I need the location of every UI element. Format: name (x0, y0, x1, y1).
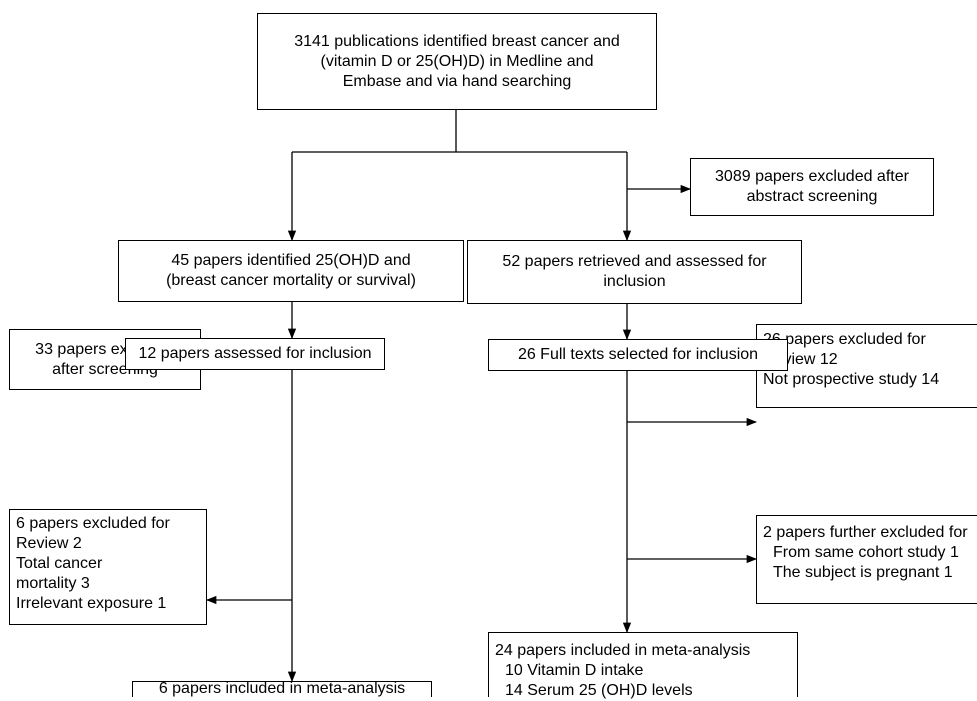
left-assessed-line-1: 12 papers assessed for inclusion (138, 345, 372, 362)
right-excluded-line-2: Review 12 (763, 351, 838, 368)
excluded-abstract-line-2: abstract screening (746, 188, 878, 205)
left-excluded-for-line-5: Irrelevant exposure 1 (16, 595, 167, 612)
right-further-excluded-box: 2 papers further excluded for From same … (756, 515, 977, 604)
right-further-excluded-line-2: From same cohort study 1 (773, 544, 959, 561)
left-identified-line-2: (breast cancer mortality or survival) (166, 272, 416, 289)
identified-line-2: (vitamin D or 25(OH)D) in Medline and (320, 52, 594, 70)
identified-publications-box: 3141 publications identified breast canc… (257, 13, 657, 110)
right-full-texts-box: 26 Full texts selected for inclusion (488, 339, 788, 371)
right-retrieved-line-2: inclusion (603, 273, 666, 290)
right-further-excluded-line-3: The subject is pregnant 1 (773, 564, 953, 581)
left-excluded-for-line-3: Total cancer (16, 555, 103, 572)
right-excluded-box: 26 papers excluded for Review 12 Not pro… (756, 324, 977, 408)
left-excluded-for-box: 6 papers excluded for Review 2 Total can… (9, 509, 207, 625)
right-full-texts-line-1: 26 Full texts selected for inclusion (517, 346, 759, 363)
right-included-box: 24 papers included in meta-analysis 10 V… (488, 632, 798, 699)
right-excluded-line-1: 26 papers excluded for (763, 331, 926, 348)
left-excluded-for-line-2: Review 2 (16, 535, 82, 552)
left-excluded-for-line-1: 6 papers excluded for (16, 515, 170, 532)
right-retrieved-line-1: 52 papers retrieved and assessed for (502, 253, 767, 270)
right-excluded-line-3: Not prospective study 14 (763, 371, 940, 388)
left-included-box: 6 papers included in meta-analysis (132, 680, 432, 697)
identified-line-1: 3141 publications identified breast canc… (294, 32, 620, 50)
left-included-line-1: 6 papers included in meta-analysis (158, 680, 406, 697)
right-included-line-3: 14 Serum 25 (OH)D levels (505, 682, 693, 699)
identified-line-3: Embase and via hand searching (342, 72, 572, 90)
left-assessed-box: 12 papers assessed for inclusion (125, 338, 385, 370)
excluded-abstract-line-1: 3089 papers excluded after (715, 168, 909, 185)
left-identified-box: 45 papers identified 25(OH)D and (breast… (118, 240, 464, 302)
excluded-abstract-box: 3089 papers excluded after abstract scre… (690, 158, 934, 216)
right-included-line-1: 24 papers included in meta-analysis (495, 642, 751, 659)
left-excluded-for-line-4: mortality 3 (16, 575, 90, 592)
right-included-line-2: 10 Vitamin D intake (505, 662, 644, 679)
right-further-excluded-line-1: 2 papers further excluded for (763, 524, 968, 541)
right-retrieved-box: 52 papers retrieved and assessed for inc… (467, 240, 802, 304)
left-identified-line-1: 45 papers identified 25(OH)D and (171, 252, 411, 269)
